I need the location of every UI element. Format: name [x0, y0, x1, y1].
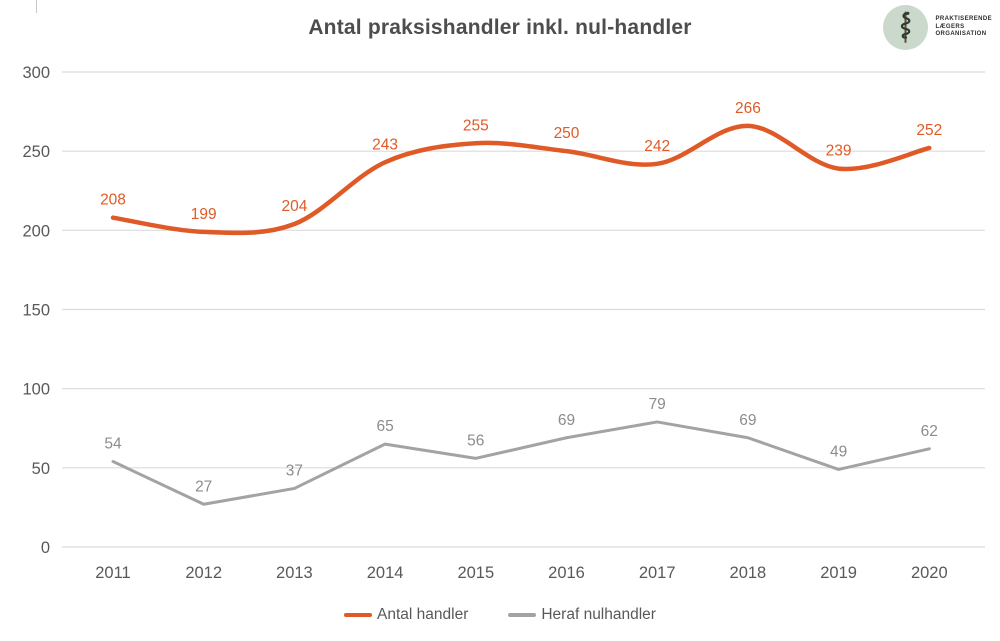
- y-tick-label: 50: [32, 460, 50, 478]
- legend-swatch-orange: [344, 613, 373, 617]
- data-label-heraf-nulhandler: 79: [649, 396, 666, 413]
- y-tick-label: 300: [22, 64, 50, 82]
- x-tick-label: 2016: [548, 564, 585, 582]
- org-name-line: Organisation: [935, 31, 987, 38]
- legend-label: Antal handler: [377, 606, 469, 623]
- data-label-antal-handler: 239: [826, 143, 852, 160]
- chart-legend: Antal handler Heraf nulhandler: [0, 606, 1000, 624]
- x-tick-label: 2019: [820, 564, 857, 582]
- x-tick-label: 2014: [367, 564, 404, 582]
- data-label-antal-handler: 199: [191, 206, 217, 223]
- data-label-antal-handler: 255: [463, 117, 489, 134]
- data-label-heraf-nulhandler: 65: [376, 418, 393, 435]
- data-label-heraf-nulhandler: 37: [286, 462, 303, 479]
- y-tick-label: 150: [22, 302, 50, 320]
- legend-swatch-gray: [508, 613, 537, 617]
- series-line-heraf-nulhandler: [111, 420, 931, 506]
- y-tick-label: 200: [22, 222, 50, 240]
- y-tick-label: 250: [22, 143, 50, 161]
- data-label-antal-handler: 252: [916, 122, 942, 139]
- data-label-antal-handler: 243: [372, 136, 398, 153]
- data-label-heraf-nulhandler: 56: [467, 432, 484, 449]
- data-label-heraf-nulhandler: 69: [558, 412, 575, 429]
- data-label-antal-handler: 204: [281, 198, 307, 215]
- series-line-antal-handler: [110, 123, 932, 236]
- x-tick-label: 2013: [276, 564, 313, 582]
- data-label-heraf-nulhandler: 69: [739, 412, 756, 429]
- line-chart: 0 50 100 150 200 250 300 2011 2012 2013 2014 2015 20…: [22, 64, 985, 582]
- x-tick-label: 2012: [185, 564, 222, 582]
- legend-label: Heraf nulhandler: [541, 606, 656, 623]
- y-tick-label: 100: [22, 381, 50, 399]
- org-name-line: Lægers: [935, 23, 965, 30]
- data-label-antal-handler: 250: [554, 125, 580, 142]
- x-tick-label: 2018: [730, 564, 767, 582]
- crop-artifact-line: [36, 0, 37, 13]
- data-label-heraf-nulhandler: 62: [921, 423, 938, 440]
- org-logo: Praktiserende Lægers Organisation: [883, 5, 992, 50]
- data-label-antal-handler: 242: [644, 138, 670, 155]
- legend-item-heraf-nulhandler: Heraf nulhandler: [508, 606, 656, 624]
- x-tick-label: 2011: [95, 564, 130, 582]
- legend-item-antal-handler: Antal handler: [344, 606, 468, 624]
- org-name-line: Praktiserende: [935, 16, 992, 23]
- asclepius-staff-icon: [883, 5, 929, 50]
- x-tick-label: 2020: [911, 564, 948, 582]
- data-label-antal-handler: 208: [100, 192, 126, 209]
- data-label-antal-handler: 266: [735, 100, 761, 117]
- data-label-heraf-nulhandler: 54: [104, 436, 122, 453]
- x-tick-label: 2017: [639, 564, 676, 582]
- y-tick-label: 0: [41, 539, 50, 557]
- data-label-heraf-nulhandler: 49: [830, 443, 847, 460]
- x-tick-label: 2015: [457, 564, 494, 582]
- chart-title: Antal praksishandler inkl. nul-handler: [308, 16, 692, 39]
- org-name: Praktiserende Lægers Organisation: [935, 16, 992, 39]
- data-label-heraf-nulhandler: 27: [195, 478, 212, 495]
